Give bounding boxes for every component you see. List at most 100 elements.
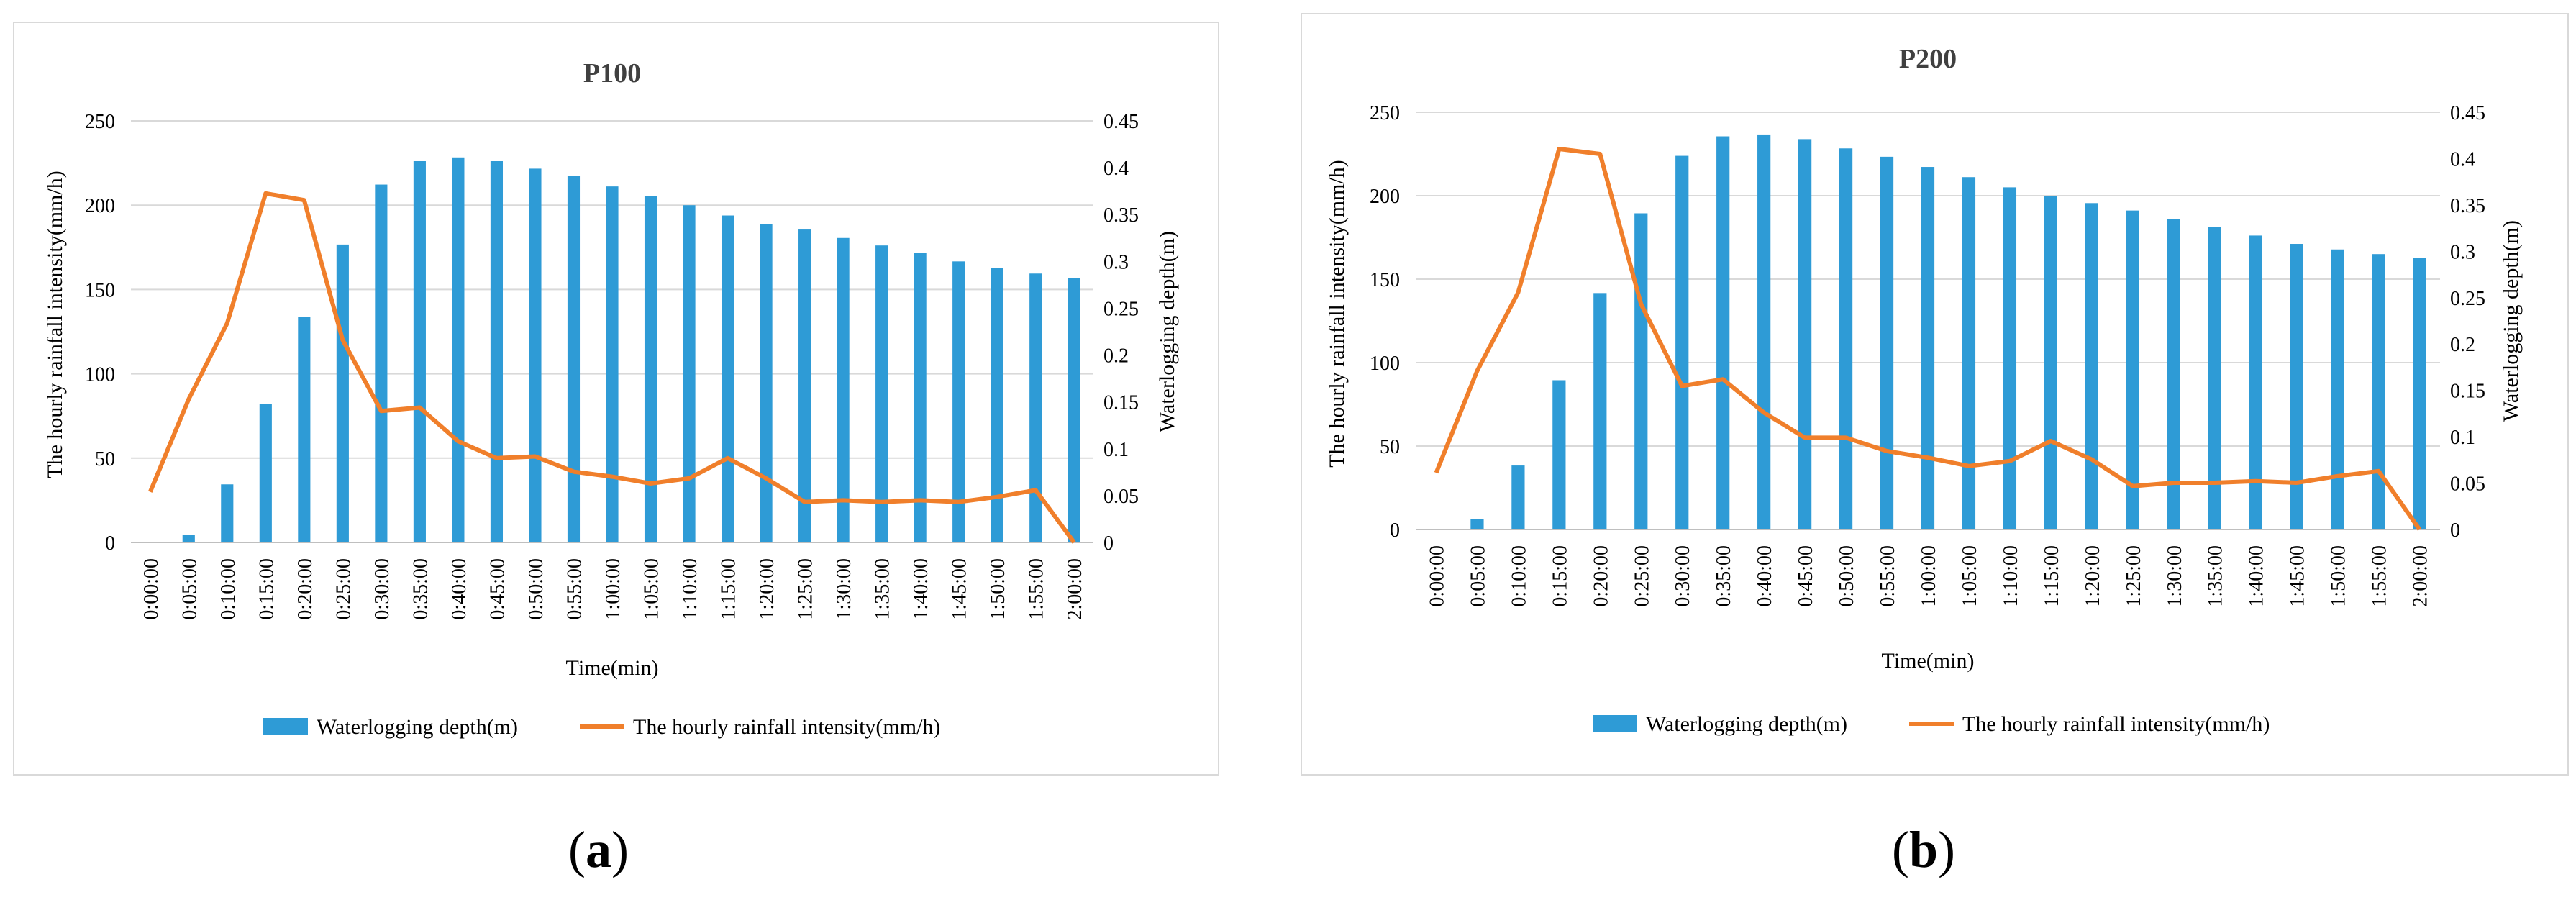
bar (2331, 249, 2344, 529)
legend-label-line: The hourly rainfall intensity(mm/h) (633, 715, 940, 739)
bar (1962, 177, 1976, 529)
x-tick-label: 0:00:00 (140, 558, 163, 620)
x-tick-label: 0:10:00 (1508, 545, 1530, 607)
bar (221, 484, 234, 542)
x-tick-label: 0:20:00 (1590, 545, 1612, 607)
y-left-tick-label: 100 (1370, 353, 1400, 375)
caption-a: (a) (568, 821, 629, 878)
x-tick-label: 1:40:00 (910, 558, 932, 620)
bar (2167, 219, 2180, 529)
chart-panel-b: P200 0 50 100 150 200 250 0 0.05 0.1 0.15 0.2 0.25 0.… (1301, 13, 2569, 776)
y-right-tick-label: 0.45 (2450, 102, 2485, 124)
chart-a: P100 0 50 100 150 200 250 0 0.05 0.1 0.15 0.2 0.25 0.… (43, 58, 1179, 739)
x-tick-label: 1:55:00 (2369, 545, 2391, 607)
x-tick-label: 0:05:00 (178, 558, 201, 620)
x-tick-label: 1:00:00 (602, 558, 624, 620)
bar (490, 160, 504, 543)
x-tick-label: 1:40:00 (2246, 545, 2268, 607)
bar (529, 168, 542, 542)
caption-b: (b) (1892, 821, 1956, 878)
bar (298, 317, 311, 542)
x-tick-label: 0:50:00 (525, 558, 547, 620)
legend-label-bar: Waterlogging depth(m) (1646, 712, 1847, 736)
bar (413, 160, 426, 543)
x-tick-label: 1:50:00 (2328, 545, 2350, 607)
bar (1593, 293, 1607, 529)
y-right-tick-label: 0.2 (2450, 334, 2475, 356)
x-tick-label: 0:25:00 (1631, 545, 1653, 607)
y-left-tick-label: 100 (85, 364, 115, 386)
y-right-tick-label: 0.15 (1103, 392, 1139, 414)
x-tick-label: 0:40:00 (448, 558, 470, 620)
x-tick-label: 1:10:00 (2000, 545, 2022, 607)
x-tick-label: 0:45:00 (1795, 545, 1817, 607)
y-left-tick-label: 50 (1380, 436, 1400, 458)
chart-title: P100 (583, 58, 641, 88)
y-right-tick-label: 0.05 (2450, 473, 2485, 496)
x-tick-label: 0:20:00 (294, 558, 317, 620)
y-left-axis-title: The hourly rainfall intensity(mm/h) (43, 171, 67, 478)
y-left-tick-label: 200 (1370, 186, 1400, 208)
y-right-tick-label: 0.1 (2450, 427, 2475, 449)
x-tick-label: 1:25:00 (795, 558, 817, 620)
y-right-tick-label: 0.35 (1103, 204, 1139, 227)
x-tick-label: 0:25:00 (332, 558, 355, 620)
legend-swatch-bar (1593, 715, 1637, 732)
chart-b: P200 0 50 100 150 200 250 0 0.05 0.1 0.15 0.2 0.25 0.… (1325, 44, 2523, 736)
y-right-tick-label: 0.1 (1103, 439, 1129, 461)
bar (1921, 167, 1935, 530)
bar (2413, 258, 2426, 529)
bar (2208, 227, 2221, 529)
y-left-axis-title: The hourly rainfall intensity(mm/h) (1325, 160, 1349, 467)
y-left-tick-label: 150 (85, 279, 115, 301)
bar (1880, 156, 1894, 529)
legend-swatch-bar (263, 718, 308, 735)
bar (914, 253, 927, 542)
x-tick-label: 0:00:00 (1426, 545, 1448, 607)
y-right-tick-label: 0.3 (1103, 251, 1129, 273)
legend-label-line: The hourly rainfall intensity(mm/h) (1962, 712, 2270, 736)
x-tick-label: 1:25:00 (2123, 545, 2145, 607)
bar (336, 244, 349, 542)
bar (182, 535, 195, 542)
bar (760, 224, 773, 542)
bar (1511, 465, 1525, 529)
x-tick-label: 0:50:00 (1836, 545, 1858, 607)
x-tick-label: 1:35:00 (872, 558, 894, 620)
x-tick-label: 1:50:00 (987, 558, 1009, 620)
bar (567, 176, 581, 542)
y-right-tick-label: 0.25 (2450, 288, 2485, 310)
y-right-tick-label: 0.4 (2450, 148, 2475, 171)
x-tick-label: 0:35:00 (1713, 545, 1735, 607)
y-right-tick-label: 0 (1103, 532, 1114, 555)
rainfall-line (1434, 147, 2421, 531)
bar (2290, 244, 2303, 529)
x-tick-label: 0:40:00 (1754, 545, 1776, 607)
x-tick-label: 0:15:00 (1549, 545, 1571, 607)
x-tick-label: 1:15:00 (2041, 545, 2063, 607)
x-axis-title: Time(min) (566, 656, 659, 680)
y-right-tick-label: 0.25 (1103, 298, 1139, 320)
y-left-tick-label: 0 (1390, 519, 1400, 542)
chart-title: P200 (1899, 44, 1957, 74)
y-right-tick-label: 0.35 (2450, 195, 2485, 217)
bar (875, 245, 888, 542)
bar (1029, 273, 1042, 542)
x-tick-label: 0:30:00 (1672, 545, 1694, 607)
x-tick-label: 1:15:00 (718, 558, 740, 620)
y-right-tick-label: 0.05 (1103, 486, 1139, 508)
y-right-tick-label: 0.45 (1103, 111, 1139, 133)
y-right-tick-label: 0.15 (2450, 381, 2485, 403)
x-axis-title: Time(min) (1882, 649, 1975, 673)
y-right-tick-label: 0.2 (1103, 345, 1129, 368)
y-right-tick-label: 0 (2450, 519, 2460, 542)
bar (1757, 134, 1771, 529)
y-right-tick-label: 0.4 (1103, 158, 1129, 180)
x-tick-label: 1:20:00 (2082, 545, 2104, 607)
x-tick-label: 0:35:00 (409, 558, 432, 620)
bar (1470, 519, 1484, 529)
x-tick-label: 0:45:00 (486, 558, 509, 620)
bar (952, 261, 965, 542)
y-left-tick-label: 0 (105, 532, 115, 555)
x-tick-label: 0:30:00 (371, 558, 393, 620)
